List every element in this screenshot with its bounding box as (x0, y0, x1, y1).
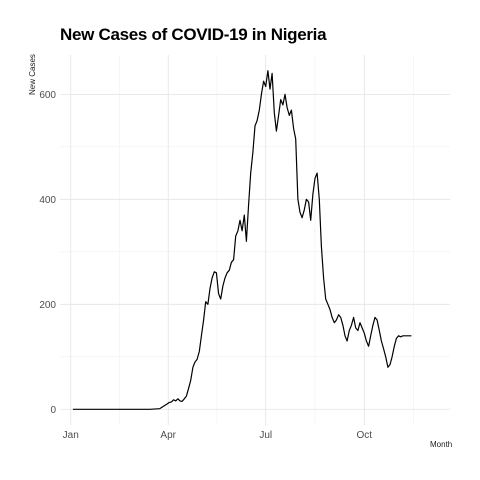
series-line (72, 70, 412, 410)
y-tick-label: 0 (50, 405, 56, 416)
x-tick-label: Jan (63, 430, 79, 441)
y-tick-label: 200 (39, 300, 56, 311)
x-tick-label: Oct (357, 430, 373, 441)
x-tick-label: Apr (160, 430, 176, 441)
y-tick-label: 600 (39, 90, 56, 101)
x-axis-title: Month (430, 440, 453, 449)
y-tick-label: 400 (39, 195, 56, 206)
x-tick-label: Jul (259, 430, 272, 441)
chart-title: New Cases of COVID-19 in Nigeria (60, 25, 327, 44)
